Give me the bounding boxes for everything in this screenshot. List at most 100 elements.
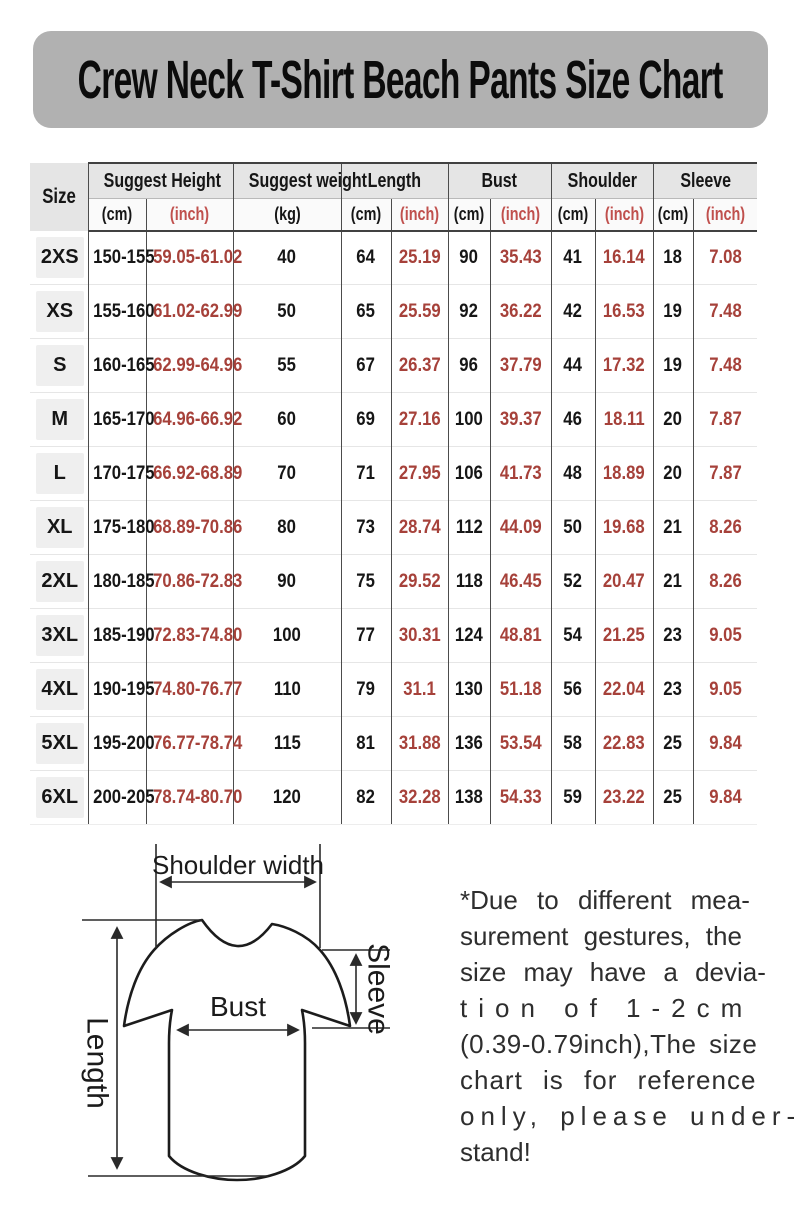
unit-header: (cm) [652,198,694,232]
page-title: Crew Neck T-Shirt Beach Pants Size Chart [77,49,724,110]
cell-value: 58 [563,732,583,754]
table-cell: 16.53 [594,284,654,339]
table-cell: 46.45 [489,554,552,609]
table-cell: 100 [447,392,491,447]
size-chip: 5XL [36,723,84,764]
table-cell: 115 [232,716,342,771]
cell-value: 27.16 [398,408,441,430]
cell-value: 79 [356,678,376,700]
table-cell: 28.74 [390,500,449,555]
cell-value: 21 [663,570,683,592]
cell-value: 9.84 [709,732,742,754]
table-cell: 18.11 [594,392,654,447]
cell-value: 19 [663,354,683,376]
cell-value: 80 [277,516,297,538]
table-cell: 72.83-74.80 [145,608,242,663]
cell-value: 195-200 [92,732,155,754]
header-group-row: Size Suggest Height Suggest weight Length Bu… [30,162,758,231]
table-cell: 90 [232,554,342,609]
cell-value: 31.88 [398,732,441,754]
cell-value: 41 [563,247,583,268]
table-row: XS 155-160 61.02-62.99 50 65 25.59 92 36.22 42 16… [30,284,758,339]
note-line: chart is for reference [460,1065,757,1095]
column-group-label: Suggest Height [103,169,221,192]
cell-value: 75 [356,570,376,592]
table-cell: 19 [652,284,694,339]
table-row: 5XL 195-200 76.77-78.74 115 81 31.88 136 53.54 5… [30,716,758,771]
table-cell: 54 [550,608,596,663]
cell-value: 32.28 [398,786,441,808]
note-line: surement gestures, the [460,921,742,951]
table-cell: 70 [232,446,342,501]
cell-value: 25 [663,732,683,754]
table-cell: 36.22 [489,284,552,339]
table-cell: 22.04 [594,662,654,717]
cell-value: 74.80-76.77 [152,678,242,700]
table-cell: 23 [652,662,694,717]
title-banner: Crew Neck T-Shirt Beach Pants Size Chart [33,31,768,128]
table-cell: 44.09 [489,500,552,555]
cell-value: 115 [273,732,301,754]
cell-value: 35.43 [499,247,542,268]
table-row: S 160-165 62.99-64.96 55 67 26.37 96 37.79 44 17.… [30,338,758,393]
table-cell: 110 [232,662,342,717]
size-cell: 5XL [30,716,88,771]
table-cell: 50 [232,284,342,339]
cell-value: 110 [273,678,301,700]
table-cell: 58 [550,716,596,771]
table-cell: 64.96-66.92 [145,392,242,447]
cell-value: 66.92-68.89 [152,462,242,484]
table-cell: 7.48 [692,284,758,339]
table-cell: 20.47 [594,554,654,609]
cell-value: 130 [455,678,483,700]
cell-value: 40 [277,247,297,268]
cell-value: 37.79 [499,354,542,376]
table-cell: 130 [447,662,491,717]
cell-value: 90 [459,247,479,268]
cell-value: 9.05 [709,678,742,700]
table-cell: 29.52 [390,554,449,609]
cell-value: 16.14 [603,247,645,268]
table-cell: 7.08 [692,231,758,285]
cell-value: 26.37 [398,354,441,376]
table-cell: 138 [447,770,491,825]
cell-value: 53.54 [499,732,542,754]
size-cell: XS [30,284,88,339]
cell-value: 20.47 [603,570,645,592]
tshirt-outline-shape [122,918,352,1182]
table-cell: 71 [340,446,392,501]
table-cell: 46 [550,392,596,447]
table-cell: 80 [232,500,342,555]
table-cell: 25 [652,716,694,771]
table-cell: 8.26 [692,500,758,555]
table-cell: 64 [340,231,392,285]
table-cell: 27.95 [390,446,449,501]
cell-value: 175-180 [92,516,155,538]
column-group-label: Shoulder [567,169,637,192]
cell-value: 50 [563,516,583,538]
cell-value: 28.74 [398,516,441,538]
size-chip: L [36,453,84,494]
cell-value: 59 [563,786,583,808]
cell-value: 112 [455,516,483,538]
unit-header: (inch) [390,198,449,232]
table-cell: 48 [550,446,596,501]
size-cell: S [30,338,88,393]
table-row: 4XL 190-195 74.80-76.77 110 79 31.1 130 51.18 56… [30,662,758,717]
unit-label: (inch) [399,204,440,224]
table-cell: 9.84 [692,716,758,771]
cell-value: 59.05-61.02 [152,247,242,268]
table-cell: 175-180 [87,500,154,555]
table-cell: 9.05 [692,662,758,717]
cell-value: 71 [356,462,376,484]
bottom-section: Shoulder width Length Bust Sleeve *Due t… [0,838,800,1218]
cell-value: 17.32 [603,354,645,376]
table-cell: 17.32 [594,338,654,393]
column-group-label: Sleeve [679,169,731,192]
note-line: *Due to different mea- [460,885,750,915]
table-cell: 170-175 [87,446,154,501]
cell-value: 56 [563,678,583,700]
size-chip: 4XL [36,669,84,710]
cell-value: 25.59 [398,300,441,322]
cell-value: 21.25 [603,624,645,646]
